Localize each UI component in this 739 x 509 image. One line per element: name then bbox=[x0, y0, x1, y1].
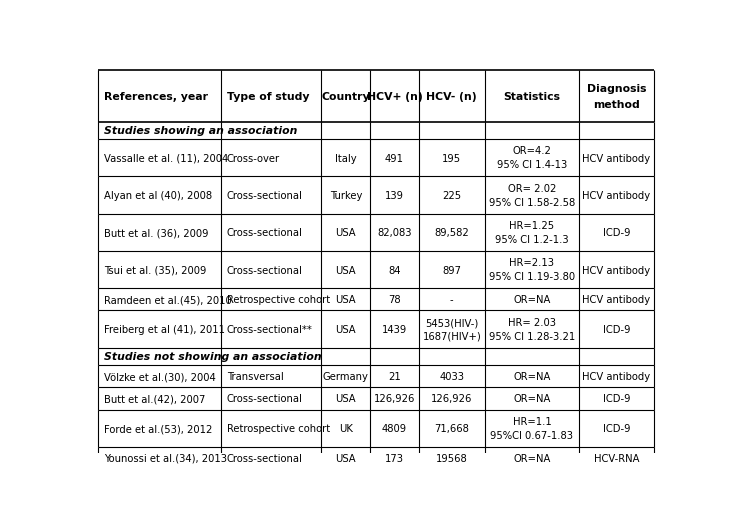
Text: Cross-over: Cross-over bbox=[227, 153, 280, 163]
Text: 95%CI 0.67-1.83: 95%CI 0.67-1.83 bbox=[491, 430, 573, 440]
Text: Völzke et al.(30), 2004: Völzke et al.(30), 2004 bbox=[103, 372, 216, 381]
Text: Retrospective cohort: Retrospective cohort bbox=[227, 295, 330, 305]
Text: Diagnosis
method: Diagnosis method bbox=[587, 83, 646, 110]
Text: 126,926: 126,926 bbox=[431, 393, 472, 404]
Text: 4809: 4809 bbox=[382, 423, 407, 433]
Text: Cross-sectional: Cross-sectional bbox=[227, 453, 303, 463]
Text: Cross-sectional: Cross-sectional bbox=[227, 265, 303, 275]
Text: ICD-9: ICD-9 bbox=[603, 324, 630, 334]
Text: -: - bbox=[450, 295, 454, 305]
Text: Butt et al. (36), 2009: Butt et al. (36), 2009 bbox=[103, 228, 208, 238]
Text: USA: USA bbox=[336, 453, 356, 463]
Text: HCV-RNA: HCV-RNA bbox=[593, 453, 639, 463]
Text: HCV antibody: HCV antibody bbox=[582, 265, 650, 275]
Text: HCV- (n): HCV- (n) bbox=[426, 92, 477, 102]
Text: 95% CI 1.28-3.21: 95% CI 1.28-3.21 bbox=[488, 331, 575, 341]
Text: Cross-sectional: Cross-sectional bbox=[227, 393, 303, 404]
Text: Country: Country bbox=[321, 92, 370, 102]
Text: 173: 173 bbox=[385, 453, 404, 463]
Text: References, year: References, year bbox=[103, 92, 208, 102]
Text: Butt et al.(42), 2007: Butt et al.(42), 2007 bbox=[103, 393, 205, 404]
Text: USA: USA bbox=[336, 393, 356, 404]
Text: 95% CI 1.58-2.58: 95% CI 1.58-2.58 bbox=[488, 197, 575, 207]
Text: 195: 195 bbox=[442, 153, 461, 163]
Text: 126,926: 126,926 bbox=[374, 393, 415, 404]
Text: Turkey: Turkey bbox=[330, 190, 362, 201]
Text: Studies showing an association: Studies showing an association bbox=[103, 126, 297, 136]
Text: HR= 2.03: HR= 2.03 bbox=[508, 317, 556, 327]
Text: Younossi et al.(34), 2013: Younossi et al.(34), 2013 bbox=[103, 453, 227, 463]
Text: Studies not showing an association: Studies not showing an association bbox=[103, 352, 321, 362]
Text: OR= 2.02: OR= 2.02 bbox=[508, 183, 556, 193]
Text: 5453(HIV-)
1687(HIV+): 5453(HIV-) 1687(HIV+) bbox=[423, 318, 481, 341]
Text: HCV+ (n): HCV+ (n) bbox=[367, 92, 423, 102]
Text: OR=NA: OR=NA bbox=[514, 372, 551, 381]
Text: 21: 21 bbox=[388, 372, 401, 381]
Text: Statistics: Statistics bbox=[503, 92, 560, 102]
Text: USA: USA bbox=[336, 265, 356, 275]
Text: ICD-9: ICD-9 bbox=[603, 423, 630, 433]
Text: OR=NA: OR=NA bbox=[514, 393, 551, 404]
Text: 139: 139 bbox=[385, 190, 404, 201]
Text: USA: USA bbox=[336, 295, 356, 305]
Text: 78: 78 bbox=[388, 295, 401, 305]
Text: Germany: Germany bbox=[323, 372, 369, 381]
Text: 82,083: 82,083 bbox=[377, 228, 412, 238]
Text: HCV antibody: HCV antibody bbox=[582, 372, 650, 381]
Text: HCV antibody: HCV antibody bbox=[582, 295, 650, 305]
Text: 4033: 4033 bbox=[439, 372, 464, 381]
Text: Freiberg et al (41), 2011: Freiberg et al (41), 2011 bbox=[103, 324, 225, 334]
Text: 95% CI 1.4-13: 95% CI 1.4-13 bbox=[497, 160, 567, 170]
Text: USA: USA bbox=[336, 228, 356, 238]
Text: Italy: Italy bbox=[335, 153, 357, 163]
Text: 95% CI 1.19-3.80: 95% CI 1.19-3.80 bbox=[489, 272, 575, 281]
Text: 84: 84 bbox=[388, 265, 401, 275]
Text: HCV antibody: HCV antibody bbox=[582, 153, 650, 163]
Text: HR=2.13: HR=2.13 bbox=[509, 258, 554, 268]
Text: Vassalle et al. (11), 2004: Vassalle et al. (11), 2004 bbox=[103, 153, 228, 163]
Text: Cross-sectional**: Cross-sectional** bbox=[227, 324, 313, 334]
Text: UK: UK bbox=[339, 423, 353, 433]
Text: Retrospective cohort: Retrospective cohort bbox=[227, 423, 330, 433]
Text: Cross-sectional: Cross-sectional bbox=[227, 190, 303, 201]
Text: Cross-sectional: Cross-sectional bbox=[227, 228, 303, 238]
Text: OR=4.2: OR=4.2 bbox=[513, 146, 551, 156]
Text: ICD-9: ICD-9 bbox=[603, 393, 630, 404]
Text: OR=NA: OR=NA bbox=[514, 295, 551, 305]
Text: Forde et al.(53), 2012: Forde et al.(53), 2012 bbox=[103, 423, 212, 433]
Text: 1439: 1439 bbox=[382, 324, 407, 334]
Text: Transversal: Transversal bbox=[227, 372, 284, 381]
Text: 491: 491 bbox=[385, 153, 404, 163]
Text: 95% CI 1.2-1.3: 95% CI 1.2-1.3 bbox=[495, 235, 569, 244]
Text: 225: 225 bbox=[442, 190, 461, 201]
Text: Type of study: Type of study bbox=[227, 92, 310, 102]
Text: Ramdeen et al.(45), 2010: Ramdeen et al.(45), 2010 bbox=[103, 295, 231, 305]
Text: OR=NA: OR=NA bbox=[514, 453, 551, 463]
Text: 71,668: 71,668 bbox=[435, 423, 469, 433]
Text: Tsui et al. (35), 2009: Tsui et al. (35), 2009 bbox=[103, 265, 206, 275]
Text: HR=1.1: HR=1.1 bbox=[513, 416, 551, 426]
Text: 897: 897 bbox=[442, 265, 461, 275]
Text: HCV antibody: HCV antibody bbox=[582, 190, 650, 201]
Text: ICD-9: ICD-9 bbox=[603, 228, 630, 238]
Text: HR=1.25: HR=1.25 bbox=[509, 220, 554, 231]
Text: USA: USA bbox=[336, 324, 356, 334]
Text: Alyan et al (40), 2008: Alyan et al (40), 2008 bbox=[103, 190, 212, 201]
Text: 19568: 19568 bbox=[436, 453, 468, 463]
Text: 89,582: 89,582 bbox=[435, 228, 469, 238]
